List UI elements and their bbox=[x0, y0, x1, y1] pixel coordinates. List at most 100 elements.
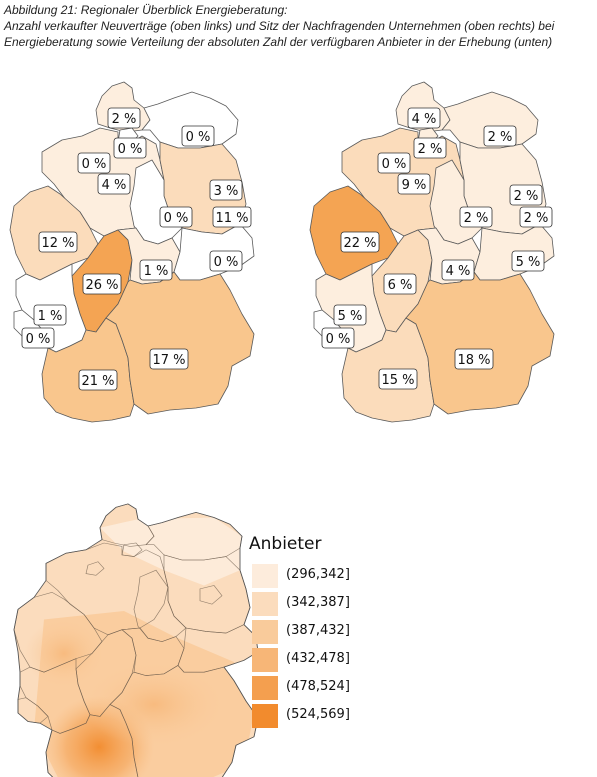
right-label-sachsen: 5 % bbox=[511, 250, 545, 272]
right-label-box bbox=[383, 273, 417, 295]
left-label-box bbox=[38, 231, 78, 253]
figure-caption: Abbildung 21: Regionaler Überblick Energ… bbox=[4, 2, 594, 50]
right-label-nordrhein-westfalen: 22 % bbox=[340, 231, 380, 253]
right-label-text: 5 % bbox=[338, 309, 363, 324]
left-map-labels: 2 % 0 % 0 % 0 % 4 % 3 % 11 % 0 % 12 % 26 % 1 % 0 % 1… bbox=[21, 107, 252, 391]
right-map-labels: 4 % 2 % 2 % 0 % 9 % 2 % 2 % 2 % 22 % 6 % 4 % 5 % 5 %… bbox=[321, 107, 553, 390]
caption-line-1: Abbildung 21: Regionaler Überblick Energ… bbox=[4, 3, 288, 17]
legend-swatch bbox=[252, 648, 278, 672]
left-label-box bbox=[21, 327, 55, 349]
left-label-box bbox=[107, 107, 141, 129]
right-label-box bbox=[441, 259, 475, 281]
right-label-box bbox=[413, 137, 447, 159]
right-label-box bbox=[333, 304, 367, 326]
right-label-text: 6 % bbox=[388, 278, 413, 293]
right-label-text: 2 % bbox=[514, 189, 539, 204]
right-label-box bbox=[483, 125, 517, 147]
left-label-brandenburg: 11 % bbox=[212, 206, 252, 228]
right-label-text: 2 % bbox=[488, 130, 513, 145]
legend-swatch bbox=[252, 704, 278, 728]
left-label-box bbox=[97, 173, 131, 195]
left-label-box bbox=[113, 137, 147, 159]
left-label-text: 1 % bbox=[38, 309, 63, 324]
left-label-hessen: 26 % bbox=[82, 273, 122, 295]
left-label-hamburg: 0 % bbox=[113, 137, 147, 159]
left-label-box bbox=[33, 304, 67, 326]
legend-label: (387,432] bbox=[286, 623, 350, 638]
right-label-text: 2 % bbox=[524, 211, 549, 226]
right-label-text: 2 % bbox=[418, 142, 443, 157]
caption-line-2: Anzahl verkaufter Neuverträge (oben link… bbox=[4, 19, 555, 33]
right-label-box bbox=[407, 107, 441, 129]
left-label-saarland: 0 % bbox=[21, 327, 55, 349]
right-label-saarland: 0 % bbox=[321, 327, 355, 349]
right-label-box bbox=[459, 206, 493, 228]
left-label-box bbox=[209, 250, 243, 272]
left-label-baden-wuerttemberg: 21 % bbox=[78, 369, 118, 391]
right-label-schleswig-holstein: 4 % bbox=[407, 107, 441, 129]
legend-swatch bbox=[252, 564, 278, 588]
bottom-map-shading bbox=[13, 503, 259, 777]
caption-line-3: Energieberatung sowie Verteilung der abs… bbox=[4, 35, 553, 49]
left-label-text: 21 % bbox=[81, 374, 114, 389]
left-label-box bbox=[139, 259, 173, 281]
left-label-box bbox=[77, 152, 111, 174]
map-right-client-locations: 4 % 2 % 2 % 0 % 9 % 2 % 2 % 2 % 22 % 6 % 4 % 5 % 5 %… bbox=[309, 81, 555, 423]
left-label-rheinland-pfalz: 1 % bbox=[33, 304, 67, 326]
map-left-new-contracts: 2 % 0 % 0 % 0 % 4 % 3 % 11 % 0 % 12 % 26 % 1 % 0 % 1… bbox=[9, 81, 255, 423]
right-label-berlin: 2 % bbox=[509, 184, 543, 206]
left-label-berlin: 3 % bbox=[209, 179, 243, 201]
right-label-text: 0 % bbox=[382, 157, 407, 172]
left-label-text: 12 % bbox=[41, 236, 74, 251]
right-label-box bbox=[340, 231, 380, 253]
right-label-box bbox=[378, 368, 418, 390]
right-label-box bbox=[397, 173, 431, 195]
legend-label: (478,524] bbox=[286, 679, 350, 694]
right-label-text: 4 % bbox=[412, 112, 437, 127]
left-label-text: 0 % bbox=[214, 255, 239, 270]
right-label-niedersachsen: 9 % bbox=[397, 173, 431, 195]
left-label-text: 1 % bbox=[144, 264, 169, 279]
right-label-box bbox=[519, 206, 553, 228]
left-label-text: 11 % bbox=[215, 211, 248, 226]
left-label-text: 0 % bbox=[164, 211, 189, 226]
right-label-text: 22 % bbox=[343, 236, 376, 251]
left-label-box bbox=[149, 348, 189, 370]
right-label-text: 2 % bbox=[464, 211, 489, 226]
left-label-text: 26 % bbox=[85, 278, 118, 293]
left-label-bayern: 17 % bbox=[149, 348, 189, 370]
map-bottom-provider-distribution bbox=[13, 503, 259, 777]
left-label-text: 0 % bbox=[26, 332, 51, 347]
legend-title: Anbieter bbox=[249, 534, 322, 554]
left-label-bremen: 0 % bbox=[77, 152, 111, 174]
right-label-text: 15 % bbox=[381, 373, 414, 388]
left-label-nordrhein-westfalen: 12 % bbox=[38, 231, 78, 253]
left-label-text: 2 % bbox=[112, 112, 137, 127]
right-label-text: 4 % bbox=[446, 264, 471, 279]
left-label-mecklenburg-vorpommern: 0 % bbox=[181, 125, 215, 147]
right-region-bayern bbox=[405, 271, 555, 415]
right-label-box bbox=[509, 184, 543, 206]
right-label-thueringen: 4 % bbox=[441, 259, 475, 281]
legend-label: (342,387] bbox=[286, 595, 350, 610]
left-label-text: 3 % bbox=[214, 184, 239, 199]
left-label-text: 0 % bbox=[82, 157, 107, 172]
right-label-hamburg: 2 % bbox=[413, 137, 447, 159]
right-label-text: 5 % bbox=[516, 255, 541, 270]
left-label-text: 4 % bbox=[102, 178, 127, 193]
legend-label: (296,342] bbox=[286, 567, 350, 582]
right-label-box bbox=[377, 152, 411, 174]
left-label-thueringen: 1 % bbox=[139, 259, 173, 281]
left-label-box bbox=[212, 206, 252, 228]
right-label-brandenburg: 2 % bbox=[519, 206, 553, 228]
right-label-text: 18 % bbox=[457, 353, 490, 368]
bottom-border-bremen bbox=[85, 561, 105, 576]
right-label-text: 0 % bbox=[326, 332, 351, 347]
legend-swatch bbox=[252, 620, 278, 644]
left-label-niedersachsen: 4 % bbox=[97, 173, 131, 195]
left-label-sachsen: 0 % bbox=[209, 250, 243, 272]
left-label-box bbox=[82, 273, 122, 295]
left-label-sachsen-anhalt: 0 % bbox=[159, 206, 193, 228]
right-label-sachsen-anhalt: 2 % bbox=[459, 206, 493, 228]
